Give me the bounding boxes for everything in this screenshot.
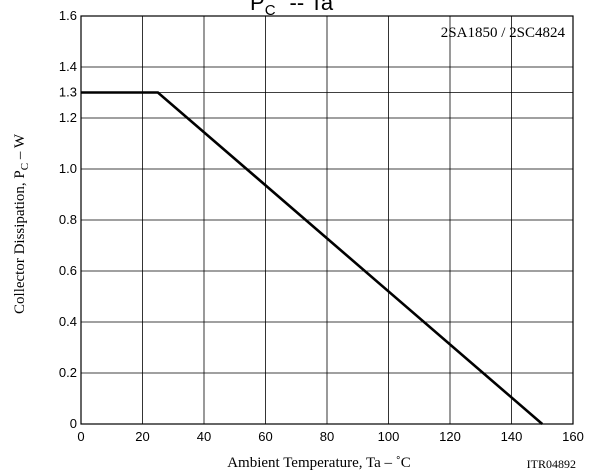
- series-lines: [81, 91, 544, 425]
- x-tick-label: 100: [378, 429, 400, 444]
- figure-code: ITR04892: [527, 457, 576, 471]
- x-tick-label: 40: [197, 429, 211, 444]
- title-sub-c: C: [265, 2, 276, 19]
- chart-title: PC -- Ta: [250, 0, 334, 19]
- x-tick-label: 140: [501, 429, 523, 444]
- x-tick-label: 120: [439, 429, 461, 444]
- grid: [81, 16, 573, 424]
- y-tick-label: 1.4: [59, 59, 77, 74]
- x-tick-label: 0: [77, 429, 84, 444]
- plot-frame: [80, 15, 574, 425]
- y-tick-label: 0.4: [59, 314, 77, 329]
- series-line: [81, 91, 544, 425]
- x-tick-label: 80: [320, 429, 334, 444]
- y-tick-label: 1.0: [59, 161, 77, 176]
- axis-ticks: 0 20 40 60 80 100 120 140 160 0 0.2 0.4 0.6 0.8 1.0 1.2…: [59, 8, 584, 444]
- y-tick-label: 0: [70, 416, 77, 431]
- y-label-unit: – W: [12, 133, 28, 163]
- y-tick-label: 1.2: [59, 110, 77, 125]
- x-tick-label: 160: [562, 429, 584, 444]
- y-tick-label: 0.8: [59, 212, 77, 227]
- title-dash-ta: -- Ta: [290, 0, 334, 15]
- y-label-sub: C: [19, 163, 31, 170]
- y-tick-label: 1.3: [59, 85, 77, 100]
- x-axis-label: Ambient Temperature, Ta – ˚C: [227, 455, 411, 471]
- y-label-main: Collector Dissipation, P: [12, 170, 28, 314]
- series-label: 2SA1850 / 2SC4824: [441, 25, 566, 41]
- y-tick-label: 1.6: [59, 8, 77, 23]
- y-tick-label: 0.2: [59, 365, 77, 380]
- x-tick-label: 20: [135, 429, 149, 444]
- x-tick-label: 60: [258, 429, 272, 444]
- y-tick-label: 0.6: [59, 263, 77, 278]
- y-axis-label: Collector Dissipation, PC – W: [12, 133, 31, 314]
- title-p: P: [250, 0, 265, 15]
